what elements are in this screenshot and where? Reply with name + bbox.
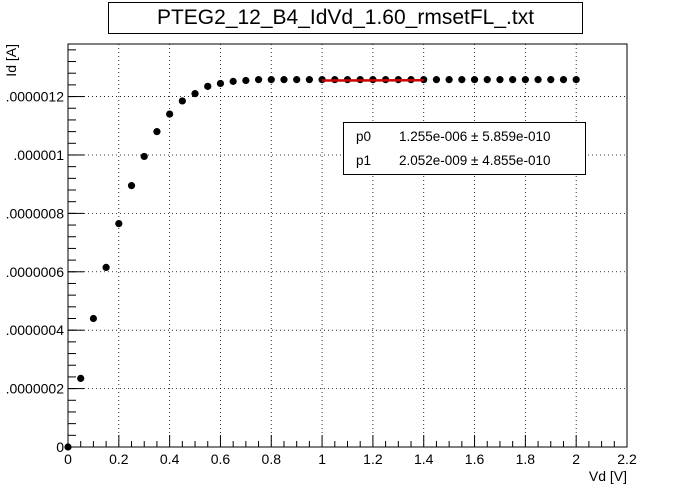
data-point: [254, 76, 263, 84]
data-point: [204, 82, 212, 90]
data-point: [89, 314, 98, 323]
fit-stats-box: p0 1.255e-006 ± 5.859e-010 p1 2.052e-009…: [343, 122, 586, 175]
data-point: [280, 76, 288, 84]
data-point: [77, 374, 85, 382]
chart-title: PTEG2_12_B4_IdVd_1.60_rmsetFL_.txt: [156, 6, 535, 29]
data-point: [115, 219, 123, 228]
data-point: [509, 76, 517, 84]
data-point: [127, 182, 136, 190]
data-point: [572, 76, 580, 84]
stats-p1-value: 2.052e-009 ± 4.855e-010: [399, 153, 551, 168]
chart-title-box: PTEG2_12_B4_IdVd_1.60_rmsetFL_.txt: [108, 2, 583, 34]
data-point: [483, 76, 491, 84]
data-point: [216, 79, 225, 88]
x-tick-label: 2.2: [617, 451, 637, 467]
y-tick-label: .0000008: [6, 205, 65, 221]
data-point: [229, 77, 237, 85]
data-point: [64, 443, 72, 451]
data-point: [102, 263, 110, 272]
stats-row-p1: p1 2.052e-009 ± 4.855e-010: [344, 150, 585, 172]
y-axis-label: Id [A]: [3, 44, 19, 77]
axes: 0 0.2 0.4 0.6 0.8 1 1.2 1.4 1.6 1.8 2 2.2 0 .0000002.…: [6, 49, 637, 467]
data-point: [140, 152, 148, 161]
y-tick-label: .0000004: [6, 322, 65, 338]
data-point: [547, 76, 555, 84]
data-point: [534, 76, 542, 84]
x-axis-label: Vd [V]: [589, 468, 627, 484]
data-point: [293, 76, 301, 84]
data-point: [242, 76, 250, 85]
x-tick-label: 0.6: [211, 451, 231, 467]
y-tick-label: .000001: [13, 147, 64, 163]
x-tick-label: 0.2: [109, 451, 129, 467]
x-tick-label: 0.8: [262, 451, 282, 467]
x-tick-label: 1.8: [516, 451, 536, 467]
data-point: [496, 76, 504, 84]
x-tick-label: 1.4: [414, 451, 434, 467]
data-point: [191, 90, 199, 98]
y-tick-label: .0000006: [6, 264, 65, 280]
x-tick-label: 0.4: [160, 451, 180, 467]
stats-row-p0: p0 1.255e-006 ± 5.859e-010: [344, 126, 585, 148]
x-tick-label: 1.6: [465, 451, 485, 467]
stats-p0-value: 1.255e-006 ± 5.859e-010: [399, 129, 551, 144]
stats-p0-name: p0: [356, 129, 372, 144]
y-tick-label: .0000002: [6, 381, 65, 397]
data-point: [166, 110, 174, 118]
data-point: [521, 76, 529, 84]
y-tick-label: .0000012: [6, 89, 65, 105]
data-point: [559, 76, 568, 84]
data-point: [470, 76, 479, 84]
plot-frame: [67, 43, 628, 448]
data-point: [458, 76, 466, 84]
x-tick-label: 1: [318, 451, 326, 467]
x-tick-label: 0: [64, 451, 72, 467]
stats-p1-name: p1: [356, 153, 372, 168]
y-tick-label: 0: [56, 439, 64, 455]
data-point: [432, 76, 441, 84]
data-point: [153, 128, 161, 136]
data-point: [445, 76, 453, 84]
data-point: [305, 76, 313, 84]
data-point: [267, 76, 275, 84]
grid-lines: [68, 44, 627, 447]
x-tick-label: 2: [572, 451, 580, 467]
x-tick-label: 1.2: [363, 451, 383, 467]
data-point: [178, 97, 186, 105]
